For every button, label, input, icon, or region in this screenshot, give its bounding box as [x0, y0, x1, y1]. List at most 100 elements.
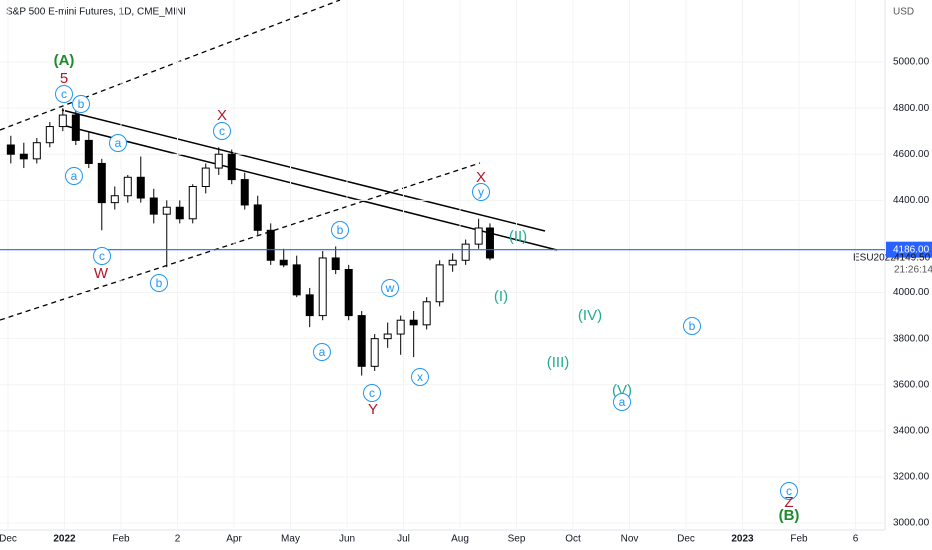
y-tick-label: 3800.00 [893, 333, 930, 344]
y-tick-label: 4600.00 [893, 149, 930, 160]
candle-body [58, 114, 67, 128]
wave-circle [613, 393, 631, 411]
candle-body [409, 319, 418, 326]
currency-label: USD [893, 7, 914, 18]
candle-body [136, 176, 145, 199]
wave-circle [683, 317, 701, 335]
wave-label: w [385, 281, 395, 295]
wave-circle [93, 247, 111, 265]
y-tick-label: 3400.00 [893, 426, 930, 437]
candle-body [357, 315, 366, 367]
y-tick-label: 5000.00 [893, 57, 930, 68]
channel-line [0, 0, 341, 131]
y-tick-label: 4800.00 [893, 103, 930, 114]
candle-body [19, 153, 28, 160]
wave-label: Z [784, 494, 793, 511]
wave-label: (A) [54, 52, 75, 69]
wave-circle [72, 95, 90, 113]
wave-label: (B) [779, 507, 800, 524]
trend-line [61, 109, 546, 232]
candle-body [292, 264, 301, 296]
symbol-label: ESU2022 [853, 253, 896, 264]
wave-circle [213, 122, 231, 140]
wave-label: c [786, 484, 792, 498]
candle-body [448, 259, 457, 266]
wave-label: x [417, 370, 423, 384]
x-tick-label: 2 [175, 534, 181, 545]
wave-label: (IV) [578, 307, 602, 324]
current-price-label: 4186.00 [893, 244, 930, 255]
candle-body [396, 319, 405, 335]
wave-label: X [217, 107, 227, 124]
candle-body [266, 229, 275, 261]
candle-body [175, 206, 184, 220]
x-tick-label: 2022 [53, 534, 76, 545]
wave-circle [381, 279, 399, 297]
x-tick-label: Sep [508, 534, 526, 545]
candle-body [32, 142, 41, 160]
x-tick-label: Dec [677, 534, 695, 545]
wave-label: y [478, 185, 484, 199]
x-tick-label: Oct [565, 534, 581, 545]
wave-label: a [115, 136, 122, 150]
x-tick-label: May [281, 534, 300, 545]
wave-label: a [619, 395, 626, 409]
wave-label: 5 [60, 70, 68, 87]
wave-circle [55, 85, 73, 103]
wave-label: Y [368, 401, 378, 418]
wave-label: b [689, 319, 696, 333]
candle-body [485, 227, 494, 259]
candle-body [435, 264, 444, 303]
candle-body [461, 243, 470, 261]
x-tick-label: Feb [790, 534, 808, 545]
wave-label: X [476, 169, 486, 186]
x-tick-label: Jul [397, 534, 410, 545]
wave-label: c [369, 386, 375, 400]
trend-line [61, 124, 558, 251]
x-tick-label: Nov [621, 534, 639, 545]
wave-circle [472, 183, 490, 201]
candle-body [97, 162, 106, 204]
candle-body [331, 257, 340, 270]
x-tick-label: 6 [853, 534, 859, 545]
candle-body [123, 176, 132, 197]
wave-label: (I) [494, 288, 508, 305]
chart-title: S&P 500 E-mini Futures, 1D, CME_MINI [6, 7, 186, 18]
candle-body [110, 195, 119, 204]
wave-label: W [94, 265, 109, 282]
y-tick-label: 4000.00 [893, 287, 930, 298]
candle-body [214, 153, 223, 169]
x-tick-label: Feb [112, 534, 130, 545]
wave-label: c [61, 87, 67, 101]
wave-label: (III) [547, 354, 570, 371]
candle-body [240, 179, 249, 206]
y-tick-label: 3600.00 [893, 379, 930, 390]
x-tick-label: Jun [339, 534, 355, 545]
candle-body [188, 186, 197, 220]
candle-body [162, 206, 171, 215]
wave-circle [331, 221, 349, 239]
candle-body [370, 338, 379, 367]
wave-label: c [219, 124, 225, 138]
wave-label: b [337, 223, 344, 237]
wave-circle [150, 274, 168, 292]
wave-label: a [319, 345, 326, 359]
wave-circle [363, 384, 381, 402]
x-tick-label: 2023 [731, 534, 754, 545]
current-price-box [886, 241, 932, 258]
candle-body [45, 126, 54, 144]
wave-label: (II) [509, 228, 527, 245]
wave-label: a [71, 169, 78, 183]
wave-circle [411, 368, 429, 386]
wave-circle [313, 343, 331, 361]
candle-body [149, 197, 158, 215]
wave-circle [109, 134, 127, 152]
candle-body [71, 114, 80, 141]
candle-body [253, 204, 262, 231]
wave-label: b [78, 97, 85, 111]
wave-circle [65, 167, 83, 185]
countdown: 21:26:14 [894, 265, 932, 276]
drawings [0, 0, 558, 321]
